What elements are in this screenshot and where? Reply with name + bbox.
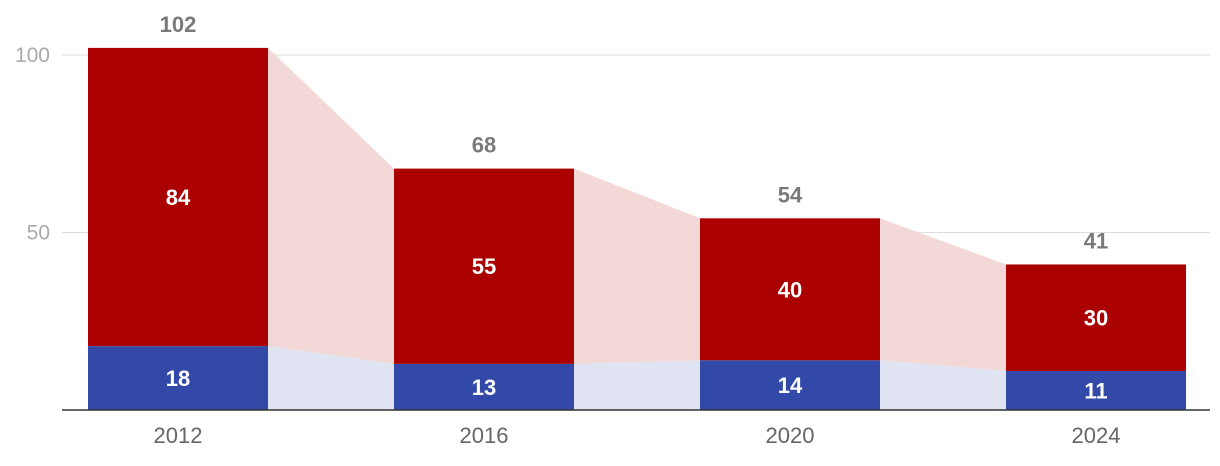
connector-band-0-1 <box>574 360 700 410</box>
connector-band-1-1 <box>574 168 700 364</box>
bar-segment-0-2024 <box>1006 370 1186 410</box>
x-tick-label-2020: 2020 <box>766 423 815 448</box>
bar-segment-0-2012 <box>88 346 268 410</box>
total-label-2012: 102 <box>160 12 197 37</box>
bar-segment-1-2012 <box>88 47 268 347</box>
bar-segment-0-2016 <box>394 363 574 410</box>
connector-band-1-2 <box>880 218 1006 371</box>
total-label-2024: 41 <box>1084 228 1108 253</box>
connector-band-0-2 <box>880 360 1006 410</box>
x-tick-label-2012: 2012 <box>154 423 203 448</box>
connector-bands <box>268 47 1006 410</box>
total-label-2020: 54 <box>778 182 803 207</box>
data-label-1-2020: 40 <box>778 277 802 302</box>
data-label-1-2016: 55 <box>472 254 496 279</box>
labels: 50 100 18 84 102 2012 13 55 68 2016 14 40 54 2020 11 30… <box>15 12 1121 448</box>
y-tick-label-50: 50 <box>27 222 50 245</box>
data-label-1-2024: 30 <box>1084 306 1108 331</box>
y-tick-label-100: 100 <box>15 44 50 67</box>
data-label-0-2016: 13 <box>472 375 496 400</box>
connector-band-1-0 <box>268 47 394 364</box>
bar-segment-1-2024 <box>1006 264 1186 371</box>
bar-segment-0-2020 <box>700 360 880 410</box>
x-tick-label-2016: 2016 <box>460 423 509 448</box>
connector-band-0-0 <box>268 346 394 410</box>
data-label-0-2020: 14 <box>778 373 803 398</box>
total-label-2016: 68 <box>472 133 496 158</box>
data-label-0-2012: 18 <box>166 366 190 391</box>
data-label-1-2012: 84 <box>166 185 191 210</box>
bars <box>88 47 1186 410</box>
data-label-0-2024: 11 <box>1084 378 1107 403</box>
x-tick-label-2024: 2024 <box>1072 423 1121 448</box>
bar-segment-1-2020 <box>700 218 880 361</box>
bar-segment-1-2016 <box>394 168 574 364</box>
